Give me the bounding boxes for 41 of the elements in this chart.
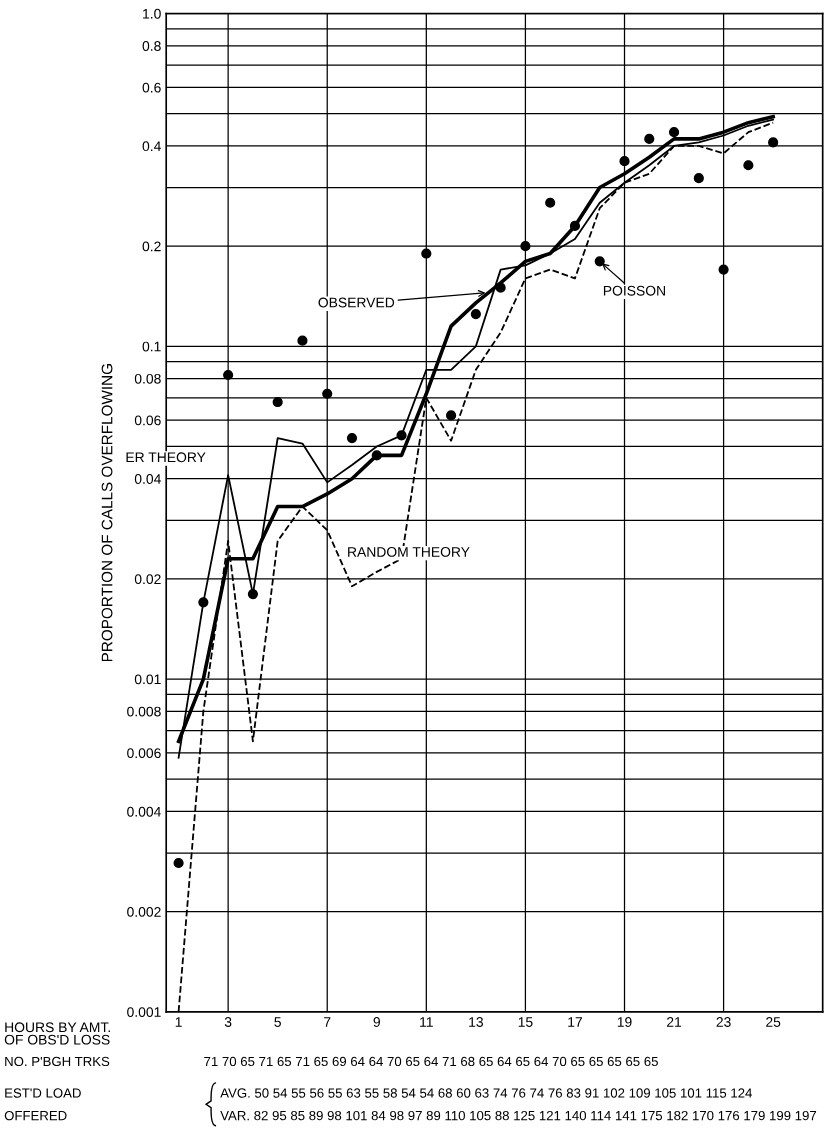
x-tick-label: 1 bbox=[175, 1017, 182, 1027]
x-tick-label: 13 bbox=[469, 1017, 483, 1027]
x-tick-label: 23 bbox=[716, 1017, 731, 1027]
x-tick-label: 19 bbox=[617, 1017, 632, 1027]
y-tick-label: 0.6 bbox=[142, 82, 161, 93]
y-tick-label: 0.06 bbox=[134, 415, 161, 426]
text: 71 70 65 71 65 71 65 69 64 64 70 65 64 71 68 65 64 65 64 70 65 65 65 65 65 bbox=[204, 1056, 658, 1067]
y-tick-label: 0.01 bbox=[134, 674, 161, 685]
annotation: OBSERVED bbox=[318, 297, 395, 308]
y-tick-label: 0.02 bbox=[134, 574, 161, 585]
text: AVG. 50 54 55 56 55 63 55 58 54 54 68 60 63 74 76 74 76 83 91 102 109 105 101 115 124 bbox=[220, 1088, 752, 1098]
x-tick-label: 25 bbox=[766, 1017, 781, 1027]
x-tick-label: 21 bbox=[667, 1017, 682, 1027]
y-tick-label: 0.1 bbox=[142, 341, 161, 352]
y-tick-label: 0.008 bbox=[127, 706, 161, 717]
x-tick-label: 3 bbox=[224, 1017, 232, 1027]
x-tick-label: 11 bbox=[420, 1017, 433, 1027]
x-tick-label: 9 bbox=[373, 1017, 380, 1027]
annotation: ER THEORY bbox=[126, 452, 206, 463]
text: OFFERED bbox=[4, 1110, 67, 1121]
y-tick-label: 0.2 bbox=[142, 241, 161, 252]
y-tick-label: 0.4 bbox=[142, 141, 161, 152]
y-tick-label: 0.006 bbox=[127, 748, 161, 759]
y-axis-title: PROPORTION OF CALLS OVERFLOWING bbox=[101, 364, 113, 662]
x-tick-label: 7 bbox=[324, 1017, 331, 1027]
y-tick-label: 0.001 bbox=[127, 1007, 161, 1017]
y-tick-label: 0.8 bbox=[142, 41, 161, 51]
annotation: POISSON bbox=[603, 285, 665, 296]
y-tick-label: 0.004 bbox=[127, 806, 161, 817]
x-tick-label: 15 bbox=[518, 1017, 533, 1027]
annotation: RANDOM THEORY bbox=[348, 547, 470, 557]
y-tick-label: 0.08 bbox=[134, 373, 161, 384]
y-tick-label: 0.04 bbox=[134, 474, 161, 484]
text: VAR. 82 95 85 89 98 101 84 98 97 89 110 105 88 125 121 140 114 141 175 182 170 176 179 199 197 bbox=[220, 1110, 817, 1121]
text: EST'D LOAD bbox=[5, 1088, 81, 1098]
text: NO. P'BGH TRKS bbox=[5, 1056, 110, 1067]
x-tick-label: 5 bbox=[274, 1017, 281, 1027]
x-axis-title: HOURS BY AMT. OF OBS'D LOSS bbox=[4, 1022, 110, 1045]
y-tick-label: 1.0 bbox=[143, 8, 161, 19]
x-tick-label: 17 bbox=[568, 1017, 582, 1027]
y-tick-label: 0.002 bbox=[127, 906, 161, 917]
